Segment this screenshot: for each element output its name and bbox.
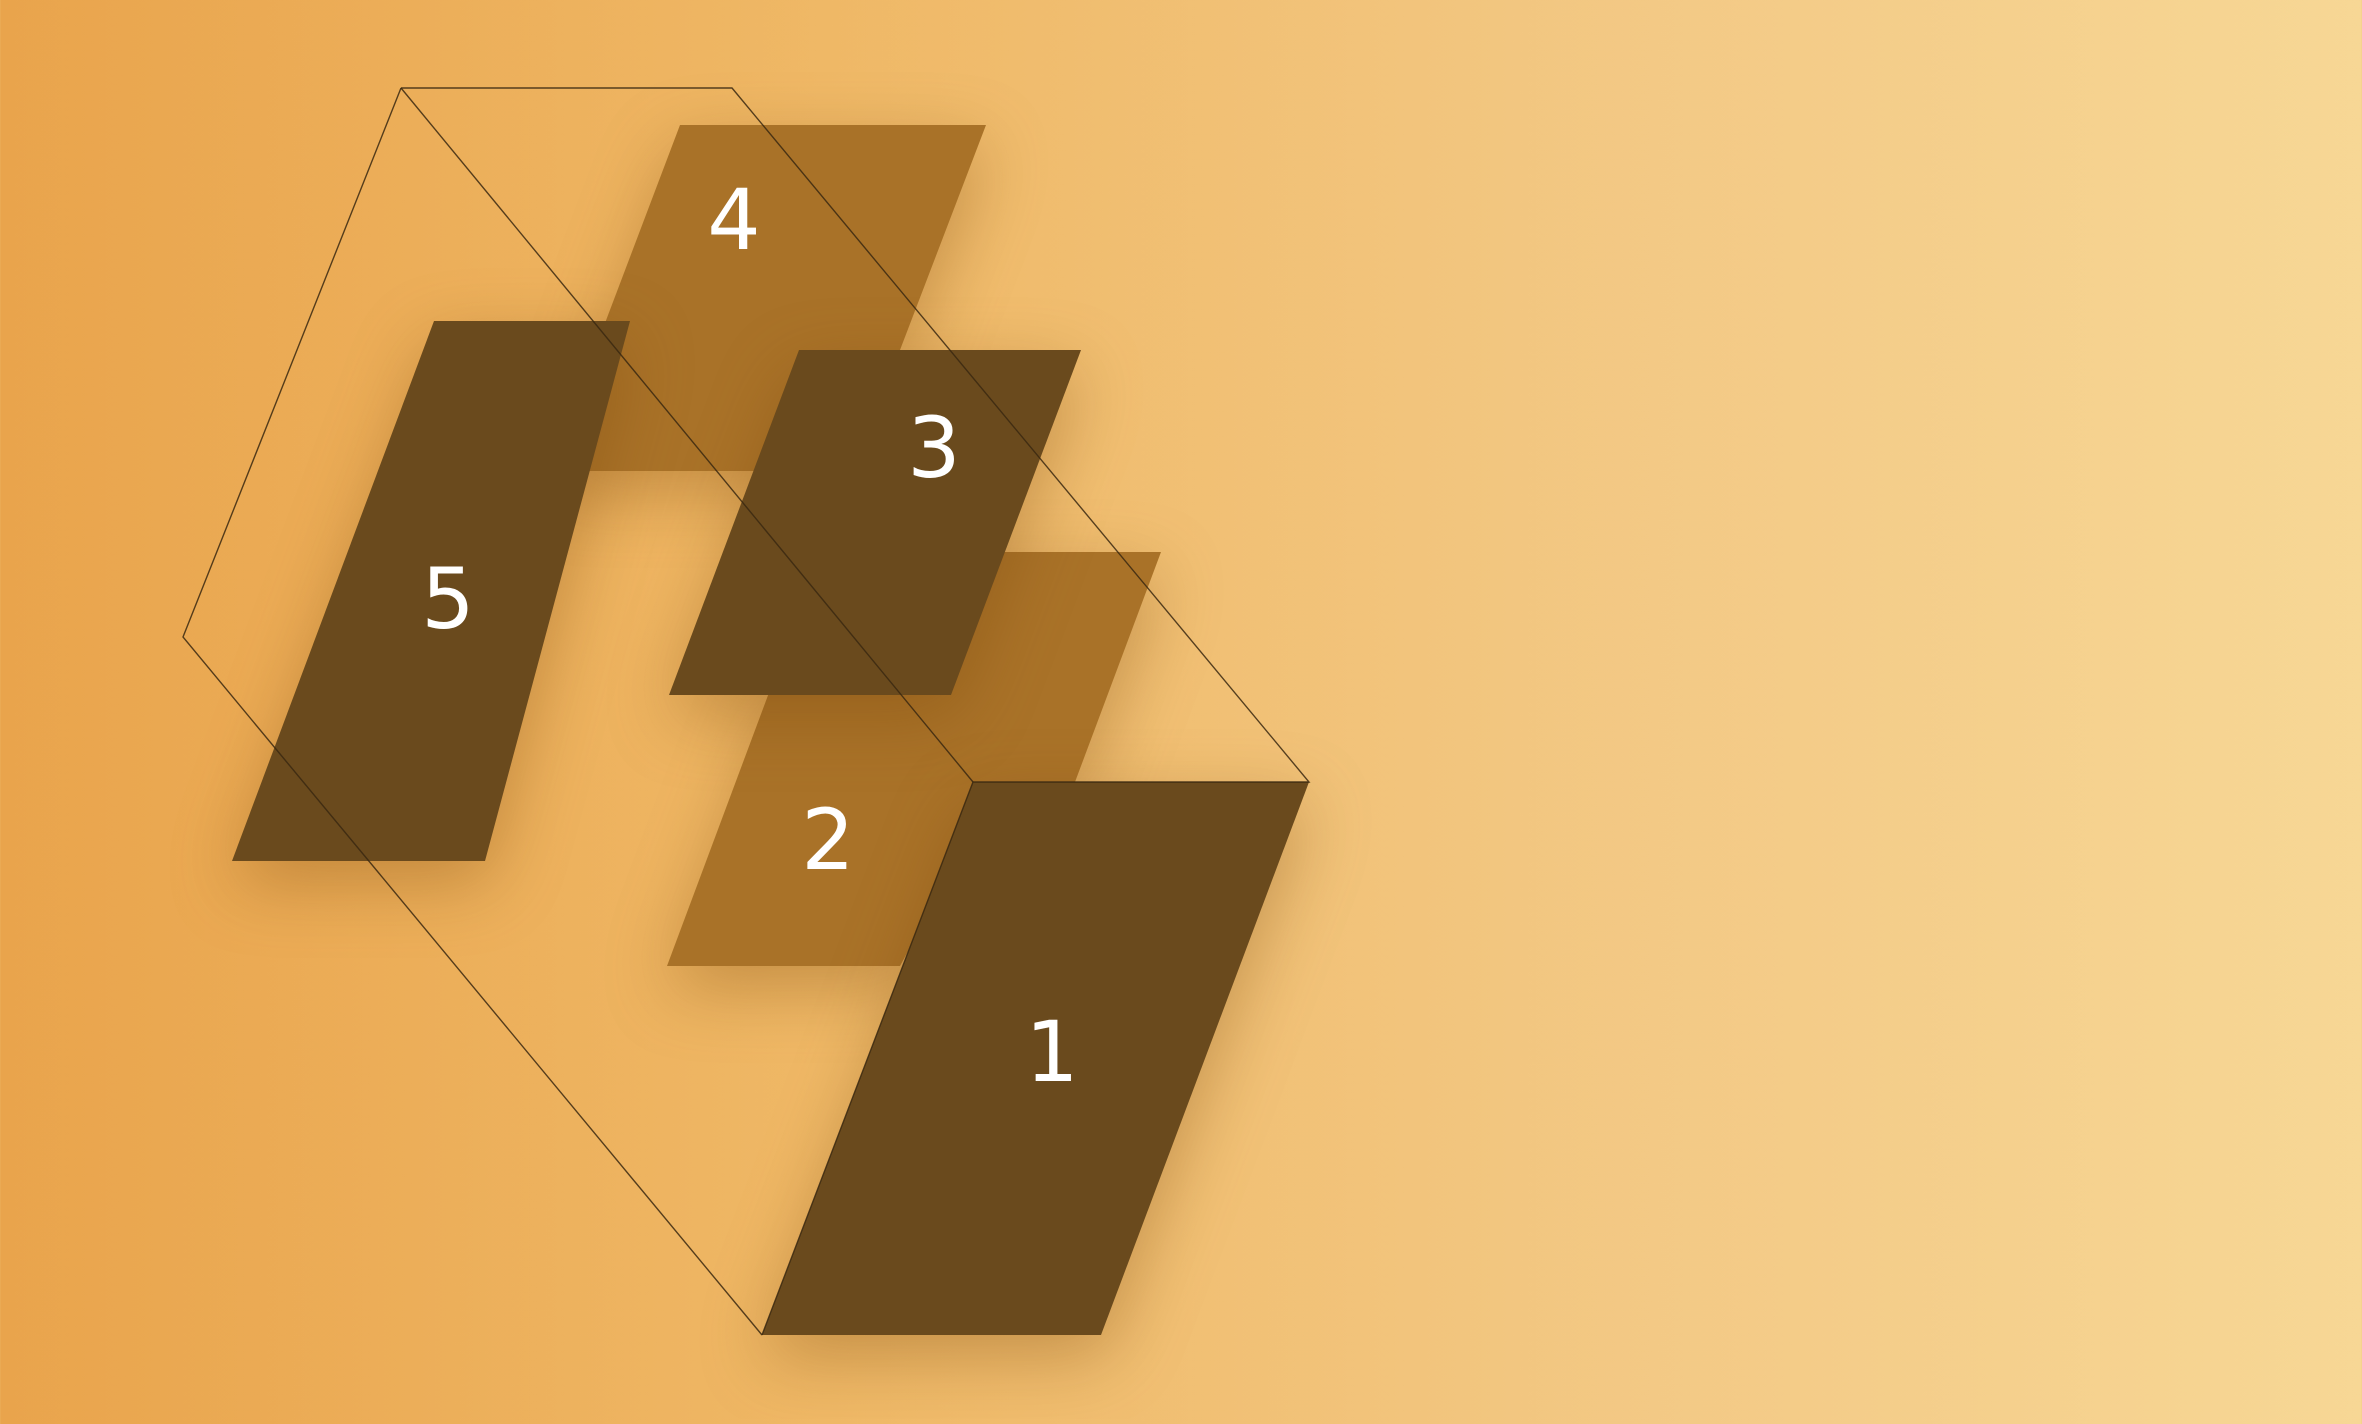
panel-5-label: 5 <box>421 550 474 648</box>
panel-1-shape <box>762 782 1309 1335</box>
panel-2-shape <box>667 552 1161 966</box>
panel-1-label: 1 <box>1025 1003 1078 1101</box>
panel-2: 2 <box>667 552 1161 966</box>
panel-3-shape <box>669 350 1081 695</box>
panel-4-shape <box>549 125 986 471</box>
outline-back-face <box>401 87 1311 1336</box>
panel-3-label: 3 <box>907 399 960 497</box>
panel-5: 5 <box>232 321 630 861</box>
panel-1: 1 <box>762 782 1309 1335</box>
panel-4-label: 4 <box>707 171 760 269</box>
outline-diagonal <box>400 87 974 783</box>
panel-4: 4 <box>549 125 986 471</box>
wireframe-outline <box>182 87 1311 1336</box>
panel-2-label: 2 <box>801 791 854 889</box>
panel-5-shape <box>232 321 630 861</box>
panel-3: 3 <box>669 350 1081 695</box>
outline-left-edge <box>182 87 763 1336</box>
